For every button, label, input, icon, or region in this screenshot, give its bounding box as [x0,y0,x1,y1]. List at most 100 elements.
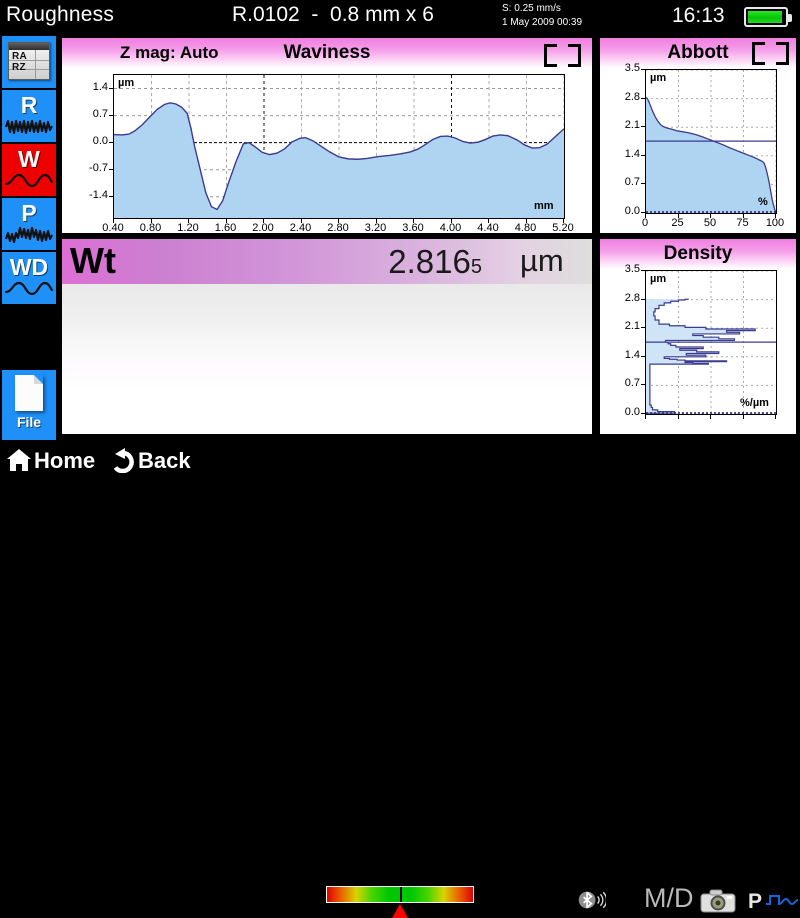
axis-tick-mark [641,298,646,300]
abbott-x-unit: % [758,196,768,208]
axis-tick-mark [641,69,646,70]
axis-tick-label: 4.40 [477,222,499,234]
axis-tick-label: 0.7 [624,176,640,189]
waviness-wave-icon [5,173,53,188]
axis-tick-mark [645,415,646,419]
axis-tick-label: 2.8 [624,90,640,103]
axis-tick-mark [641,183,646,185]
page-title: Roughness [6,3,115,26]
sidebar-item-label: WD [9,254,49,280]
waviness-plot-area [113,74,565,219]
axis-tick-mark [300,219,302,223]
axis-tick-label: 0.0 [624,406,640,418]
axis-tick-label: 2.80 [327,222,349,234]
waviness-chart-panel[interactable]: Z mag: Auto Waviness µm mm 1.4 0.7 0.0 -0.7… [60,36,594,235]
focus-bracket-icon [568,44,581,57]
axis-tick-mark [225,219,227,223]
datetime-value: 1 May 2009 00:39 [502,17,583,28]
axis-tick-label: 2.8 [624,291,640,304]
axis-tick-label: 75 [736,217,749,229]
md-mode-label[interactable]: M/D [644,883,694,913]
axis-tick-mark [525,219,527,223]
axis-tick-mark [742,415,744,419]
axis-tick-label: -1.4 [89,188,108,201]
axis-tick-mark [563,219,564,223]
density-chart-panel[interactable]: Density µm %/µm 3.5 2.8 2.1 1.4 0.7 0.0 [598,237,798,436]
camera-icon[interactable] [700,888,736,914]
axis-tick-mark [641,97,646,99]
bluetooth-icon[interactable] [578,886,606,914]
parameter-value-main: 2.816 [388,243,471,280]
gauge-pointer [392,904,408,918]
sidebar-item-waviness[interactable]: W [2,144,56,196]
abbott-title: Abbott [667,42,729,63]
axis-tick-mark [488,219,489,223]
file-button[interactable]: File [2,370,56,442]
density-y-unit: µm [650,273,667,285]
sidebar-item-wd[interactable]: WD [2,252,56,304]
axis-tick-mark [641,327,646,329]
axis-tick-mark [710,415,711,419]
parameter-value-sub: 5 [470,256,482,278]
axis-tick-mark [775,214,776,218]
sidebar-item-roughness[interactable]: R [2,90,56,142]
probe-label: P [748,890,763,913]
density-x-unit: %/µm [740,397,769,409]
axis-tick-label: 4.00 [439,222,462,234]
axis-tick-label: 1.20 [177,222,199,234]
abbott-y-unit: µm [650,72,667,84]
axis-tick-mark [677,415,679,419]
waviness-panel-header [62,38,592,68]
axis-tick-mark [742,214,744,218]
abbott-plot-area [645,69,777,214]
instrument-screen: Roughness R.0102 - 0.8 mm x 6 S: 0.25 mm… [0,3,800,918]
axis-tick-mark [641,270,646,271]
home-icon[interactable] [6,447,32,473]
axis-tick-label: 25 [671,217,684,229]
axis-tick-label: 0.7 [624,377,640,390]
back-button[interactable]: Back [138,448,191,473]
sidebar-item-label: R [20,92,38,118]
bottom-bar: Home Back M/D P [0,440,800,918]
axis-tick-mark [641,126,646,128]
axis-tick-label: 2.1 [624,320,640,333]
focus-bracket-icon [568,54,581,67]
axis-tick-label: 3.5 [624,263,640,275]
axis-tick-label: 0.0 [92,134,108,147]
sidebar-item-profile[interactable]: P [2,198,56,250]
axis-tick-mark [338,219,339,223]
axis-tick-mark [450,219,452,223]
axis-tick-label: 3.60 [402,222,424,234]
axis-tick-mark [645,214,646,218]
battery-full-icon [744,7,792,27]
parameter-name: Wt [70,240,116,281]
parameter-value: 2.8165 [262,243,482,281]
speed-value: S: 0.25 mm/s [502,3,561,14]
axis-tick-mark [109,195,114,197]
axis-tick-mark [710,214,711,218]
sidebar-item-rarz[interactable]: RA RZ [2,36,56,88]
axis-tick-label: 2.00 [252,222,274,234]
axis-tick-mark [109,114,114,116]
abbott-chart-panel[interactable]: Abbott µm % 3.5 2.8 2.1 1.4 0.7 0.0 0 25 50 75 10… [598,36,798,235]
waviness-y-unit: µm [118,77,135,89]
axis-tick-label: -0.7 [89,161,108,174]
axis-tick-label: 0.40 [102,222,124,234]
profile-wave-icon [5,226,53,244]
axis-tick-mark [677,214,679,218]
axis-tick-mark [641,154,646,156]
home-button[interactable]: Home [34,448,96,473]
waviness-x-unit: mm [534,200,554,212]
axis-tick-label: 4.80 [514,222,537,234]
back-arrow-icon[interactable] [110,447,136,473]
result-row[interactable]: Wt 2.8165 µm [62,239,592,285]
axis-tick-label: 1.4 [624,348,640,361]
axis-tick-label: 0.80 [139,222,162,234]
density-title: Density [663,243,733,264]
axis-tick-mark [641,413,646,414]
axis-tick-mark [109,168,114,170]
wd-wave-icon [5,281,53,296]
focus-bracket-icon [544,44,557,57]
probe-signal-icon [766,895,798,906]
result-panel[interactable]: Wt 2.8165 µm [60,237,594,436]
